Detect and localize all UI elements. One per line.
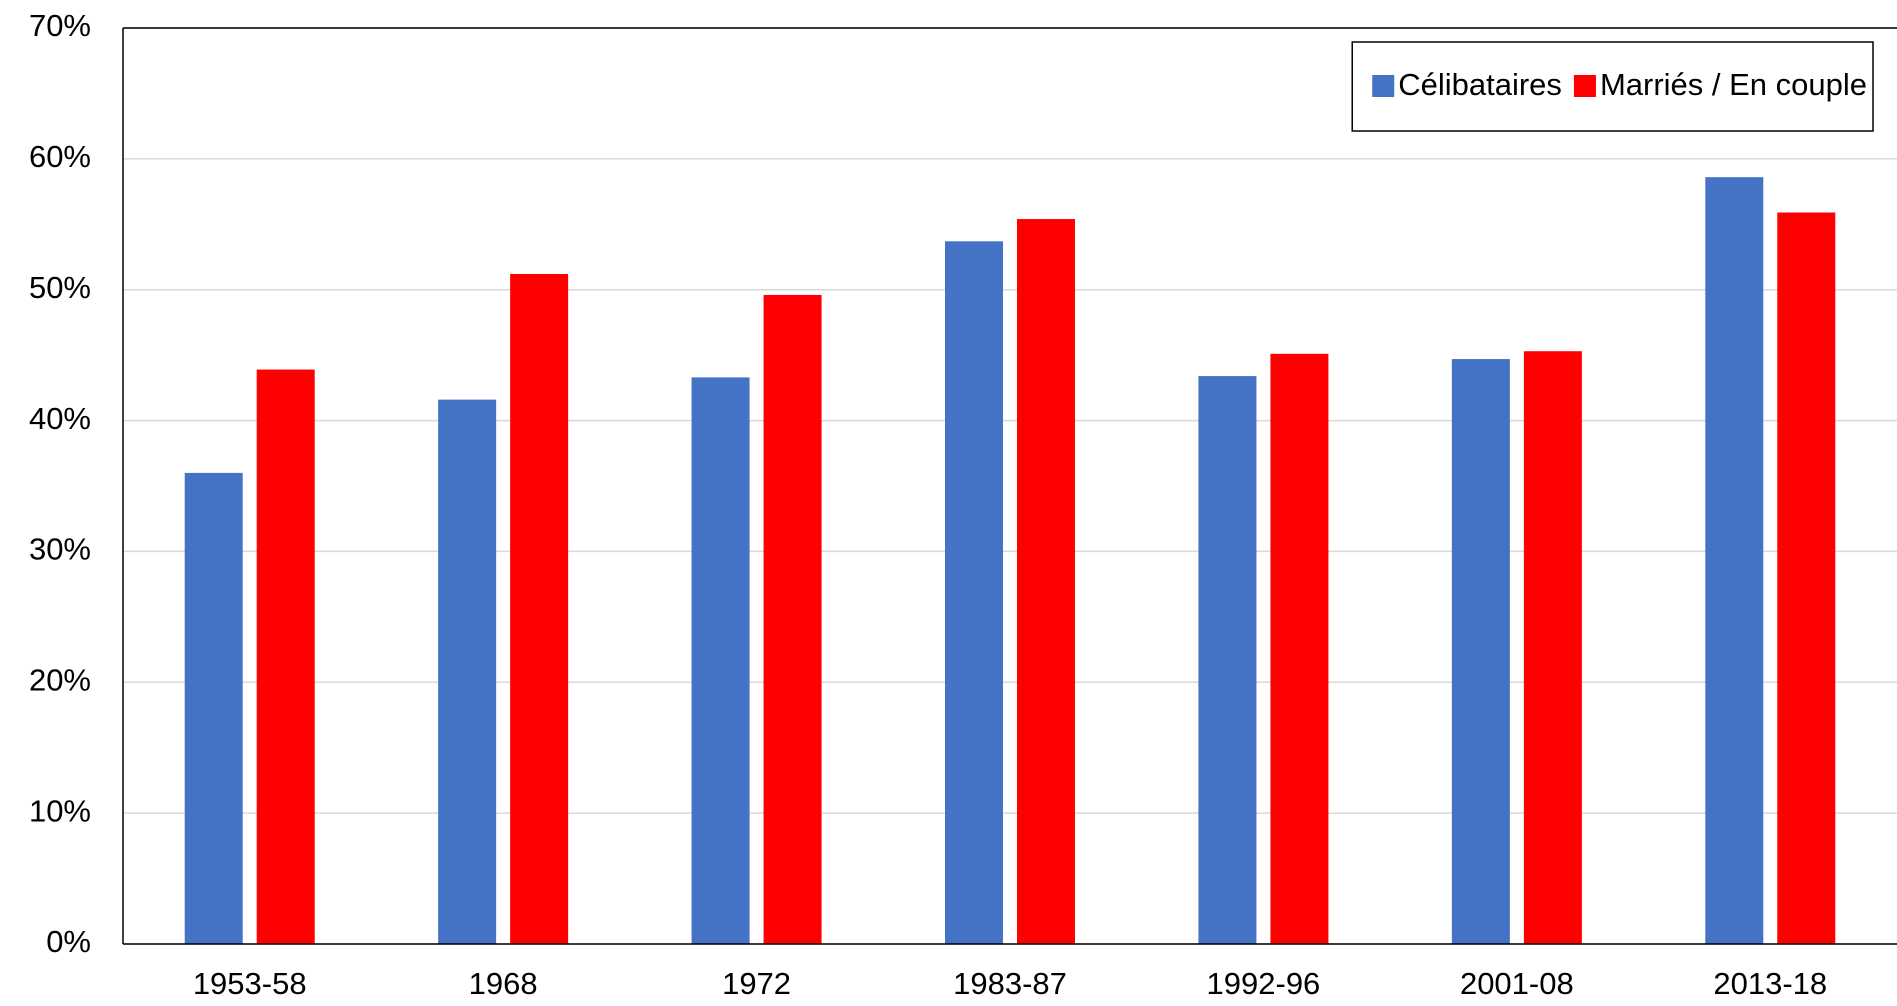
bar: [945, 241, 1003, 945]
bar: [1270, 353, 1329, 944]
bar: [1523, 351, 1582, 944]
bar: [256, 369, 315, 945]
legend-swatch: [1573, 75, 1596, 97]
bar: [1777, 212, 1836, 945]
y-tick-label: 60%: [29, 139, 91, 174]
bar: [763, 294, 822, 944]
y-tick-label: 10%: [29, 793, 91, 828]
legend-label: Marriés / En couple: [1600, 67, 1867, 102]
bar: [691, 377, 750, 945]
bar: [1451, 359, 1510, 944]
legend-box: [1351, 41, 1874, 132]
bar: [1705, 177, 1764, 945]
x-tick-label: 1968: [469, 966, 538, 1001]
x-tick-label: 2001-08: [1460, 966, 1574, 1001]
y-tick-label: 30%: [29, 532, 91, 567]
bar: [1017, 219, 1075, 945]
x-tick-label: 1992-96: [1207, 966, 1321, 1001]
y-tick-label: 40%: [29, 401, 91, 436]
y-tick-label: 50%: [29, 270, 91, 305]
x-tick-label: 1983-87: [953, 966, 1067, 1001]
x-tick-label: 2013-18: [1713, 966, 1827, 1001]
x-tick-label: 1972: [722, 966, 791, 1001]
y-tick-label: 0%: [46, 924, 91, 959]
x-tick-label: 1953-58: [193, 966, 307, 1001]
legend-label: Célibataires: [1398, 67, 1562, 102]
y-tick-label: 20%: [29, 662, 91, 697]
bar: [510, 274, 569, 944]
bar: [438, 399, 497, 944]
bar: [1198, 376, 1257, 945]
legend-swatch: [1372, 75, 1395, 97]
y-tick-label: 70%: [29, 8, 91, 43]
bar: [184, 472, 243, 944]
